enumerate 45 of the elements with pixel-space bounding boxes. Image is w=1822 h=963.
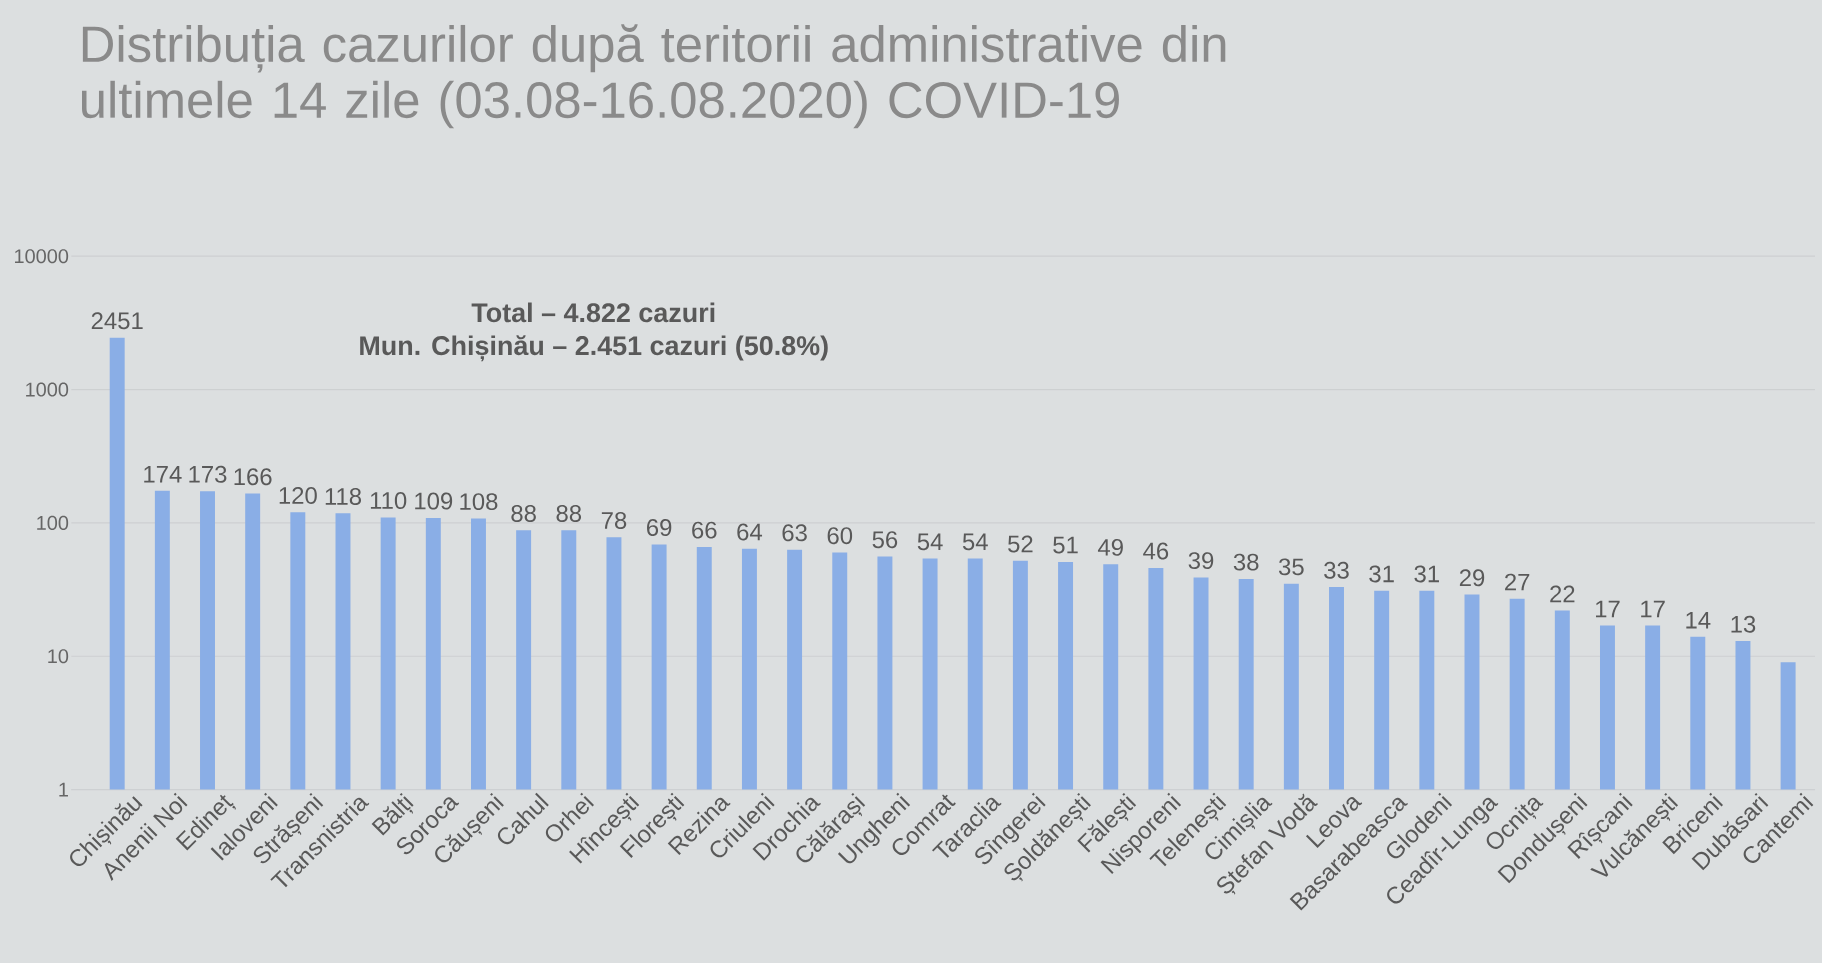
- data-label: 27: [1505, 573, 1530, 591]
- data-label: 46: [1143, 542, 1169, 560]
- data-label: 35: [1278, 558, 1304, 576]
- data-label: 78: [601, 511, 627, 529]
- data-label: 49: [1097, 538, 1123, 556]
- data-label: 88: [556, 504, 582, 522]
- data-label: 51: [1053, 536, 1078, 554]
- data-label: 33: [1324, 561, 1349, 579]
- data-label: 39: [1188, 552, 1214, 570]
- data-label: 54: [962, 533, 988, 551]
- data-label: 31: [1414, 565, 1439, 583]
- annotation: Mun. Chișinău – 2.451 cazuri (50.8%): [360, 335, 828, 362]
- data-label: 52: [1008, 535, 1033, 553]
- data-label: 38: [1233, 553, 1259, 571]
- data-label: 166: [234, 468, 272, 486]
- y-tick-label: 10000: [15, 249, 69, 264]
- data-label: 64: [737, 523, 763, 541]
- data-label: 22: [1550, 585, 1575, 603]
- y-tick-label: 100: [37, 515, 69, 530]
- data-label: 54: [917, 533, 943, 551]
- data-label: 60: [827, 527, 853, 545]
- data-label: 17: [1596, 600, 1620, 618]
- data-label: 66: [692, 521, 717, 539]
- data-label: 120: [279, 487, 317, 504]
- data-label: 108: [460, 493, 498, 511]
- data-label: 110: [370, 492, 407, 509]
- data-label: 17: [1641, 600, 1665, 618]
- y-tick-label: 10: [48, 649, 69, 664]
- data-label: 63: [782, 524, 807, 542]
- data-label: 13: [1731, 615, 1756, 633]
- data-label: 29: [1459, 569, 1485, 587]
- data-label: 2451: [91, 312, 143, 330]
- data-label: 109: [415, 492, 453, 510]
- y-tick-label: 1: [59, 782, 68, 797]
- y-tick-label: 1000: [26, 382, 69, 397]
- data-label: 173: [189, 465, 227, 483]
- chart-title: Distribuția cazurilor după teritorii administrative din ultimele 14 zile (03.08-16.08.2020) COVID-19: [82, 24, 1226, 129]
- data-label: 88: [511, 504, 536, 522]
- data-label: 174: [144, 465, 182, 483]
- annotation: Total – 4.822 cazuri: [471, 302, 715, 323]
- data-label: 118: [325, 487, 362, 505]
- data-label: 69: [647, 519, 672, 537]
- data-label: 56: [872, 531, 898, 549]
- data-label: 31: [1369, 565, 1394, 583]
- data-label: 14: [1686, 611, 1711, 629]
